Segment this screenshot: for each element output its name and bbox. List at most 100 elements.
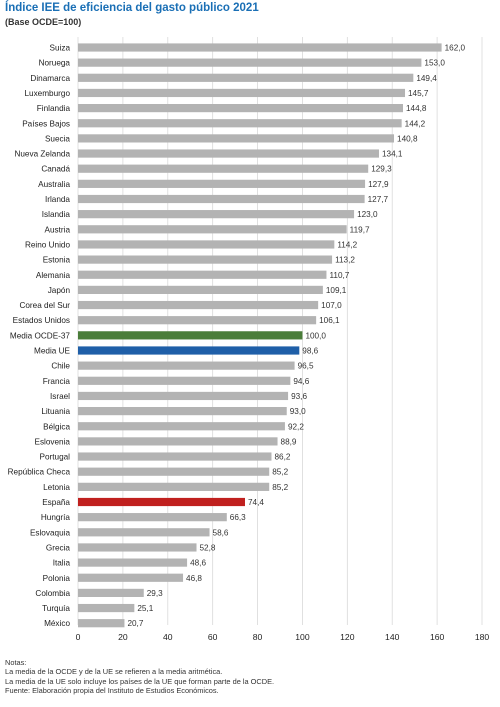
- bar-chart: Suiza Noruega Dinamarca Luxemburgo Finlandia…: [8, 37, 489, 642]
- category-label: Países Bajos: [22, 119, 70, 128]
- note-line-1: La media de la OCDE y de la UE se refier…: [5, 667, 223, 677]
- value-label: 162,0: [445, 44, 466, 53]
- bar: [78, 194, 365, 204]
- value-label: 86,2: [274, 453, 290, 462]
- category-label: Finlandia: [37, 104, 71, 113]
- bars: [78, 43, 442, 628]
- value-label: 127,7: [368, 195, 389, 204]
- value-label: 29,3: [147, 589, 163, 598]
- value-label: 145,7: [408, 89, 429, 98]
- value-label: 94,6: [293, 377, 309, 386]
- value-label: 46,8: [186, 574, 202, 583]
- category-label: Noruega: [39, 59, 71, 68]
- category-label: Italia: [53, 559, 71, 568]
- x-tick-label: 120: [340, 632, 355, 642]
- bar: [78, 619, 125, 628]
- value-label: 106,1: [319, 316, 340, 325]
- category-label: Reino Unido: [25, 240, 71, 249]
- bar: [78, 88, 406, 98]
- category-label: Irlanda: [45, 195, 70, 204]
- value-label: 93,0: [290, 407, 306, 416]
- category-label: Media OCDE-37: [10, 331, 71, 340]
- category-label: Canadá: [41, 165, 70, 174]
- bar: [78, 316, 317, 325]
- chart-notes: Notas: La media de la OCDE y de la UE se…: [5, 658, 274, 696]
- category-label: Letonia: [43, 483, 70, 492]
- bar: [78, 43, 442, 52]
- category-label: Luxemburgo: [24, 89, 70, 98]
- value-label: 129,3: [371, 165, 392, 174]
- value-label: 98,6: [302, 347, 318, 356]
- category-label: Colombia: [35, 589, 70, 598]
- bar: [78, 285, 323, 294]
- value-label: 119,7: [350, 225, 370, 234]
- value-label: 25,1: [137, 604, 153, 613]
- bar: [78, 497, 245, 507]
- note-line-3: Fuente: Elaboración propia del Instituto…: [5, 686, 219, 696]
- bar: [78, 346, 300, 355]
- bar: [78, 361, 295, 370]
- value-label: 85,2: [272, 468, 288, 477]
- bar: [78, 391, 289, 401]
- value-label: 144,8: [406, 104, 427, 113]
- value-label: 107,0: [321, 301, 342, 310]
- category-label: Suiza: [50, 44, 71, 53]
- bar: [78, 179, 366, 188]
- value-label: 144,2: [405, 119, 426, 128]
- value-label: 93,6: [291, 392, 307, 401]
- bar: [78, 164, 369, 173]
- bar: [78, 225, 347, 234]
- value-label: 123,0: [357, 210, 378, 219]
- category-label: Francia: [43, 377, 71, 386]
- x-tick-label: 80: [253, 632, 263, 642]
- category-label: Suecia: [45, 134, 70, 143]
- note-line-2: La media de la UE solo incluye los paíse…: [5, 676, 275, 686]
- bar: [78, 467, 270, 476]
- value-label: 58,6: [213, 528, 229, 537]
- bar: [78, 528, 210, 537]
- category-label: Hungría: [41, 513, 71, 522]
- value-label: 109,1: [326, 286, 347, 295]
- chart-title: Índice IEE de eficiencia del gasto públi…: [5, 2, 259, 14]
- bar: [78, 603, 135, 613]
- value-label: 114,2: [337, 240, 357, 249]
- bar: [78, 482, 270, 491]
- category-label: Dinamarca: [30, 74, 70, 83]
- category-label: Eslovenia: [34, 437, 70, 446]
- bar: [78, 210, 355, 219]
- bar: [78, 558, 188, 567]
- bar: [78, 58, 422, 67]
- bar: [78, 240, 335, 249]
- bar: [78, 255, 333, 264]
- chart-subtitle: (Base OCDE=100): [5, 17, 82, 27]
- bar: [78, 513, 227, 522]
- category-label: Japón: [48, 286, 71, 295]
- value-label: 134,1: [382, 150, 403, 159]
- bar: [78, 149, 379, 158]
- x-tick-label: 140: [385, 632, 400, 642]
- category-label: Estonia: [43, 256, 71, 265]
- bar: [78, 331, 303, 340]
- x-tick-label: 60: [208, 632, 218, 642]
- category-label: Chile: [51, 362, 70, 371]
- category-label: Nueva Zelanda: [14, 150, 70, 159]
- bar: [78, 437, 278, 446]
- x-tick-label: 160: [430, 632, 445, 642]
- value-label: 52,8: [200, 543, 216, 552]
- value-label: 153,0: [424, 59, 445, 68]
- bar: [78, 300, 319, 310]
- bar: [78, 543, 197, 552]
- bar: [78, 73, 414, 82]
- x-tick-label: 20: [118, 632, 128, 642]
- category-label: República Checa: [8, 468, 71, 477]
- category-label: Polonia: [43, 574, 71, 583]
- value-label: 127,9: [368, 180, 389, 189]
- value-label: 48,6: [190, 559, 206, 568]
- value-label: 92,2: [288, 422, 304, 431]
- category-label: México: [44, 619, 70, 628]
- value-label: 85,2: [272, 483, 288, 492]
- value-label: 88,9: [281, 437, 297, 446]
- category-label: Eslovaquia: [30, 528, 71, 537]
- x-tick-label: 0: [76, 632, 81, 642]
